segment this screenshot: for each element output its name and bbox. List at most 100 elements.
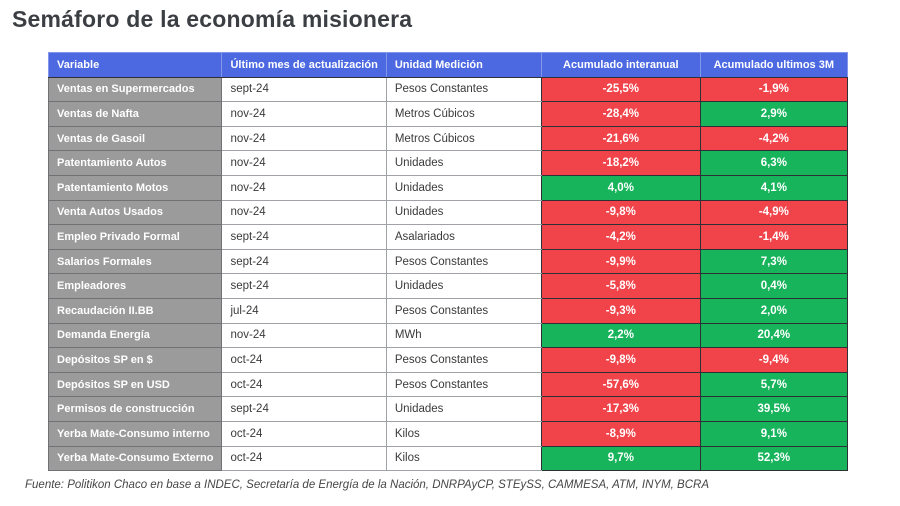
table-row: Ventas de Gasoil nov-24 Metros Cúbicos -21,… [47,125,848,152]
ultimos-3m-value-cell: 7,3% [699,248,848,275]
page-title: Semáforo de la economía misionera [12,6,413,32]
month-cell: oct-24 [221,445,387,472]
table-row: Demanda Energía nov-24 MWh 2,2% 20,4% [47,322,848,349]
interanual-value-cell: 4,0% [540,174,701,201]
variable-cell: Demanda Energía [47,322,223,349]
table-row: Empleadores sept-24 Unidades -5,8% 0,4% [47,273,848,299]
table-row: Permisos de construcción sept-24 Unidades -… [47,396,848,422]
column-header-variable: Variable [47,52,223,78]
ultimos-3m-value-cell: 2,0% [699,297,848,324]
month-cell: sept-24 [221,396,387,422]
variable-cell: Ventas de Nafta [47,101,223,127]
table-row: Ventas en Supermercados sept-24 Pesos Cons… [47,76,848,103]
unit-cell: Unidades [385,199,542,226]
semaforo-table: Variable Último mes de actualización Uni… [47,52,848,472]
variable-cell: Yerba Mate-Consumo interno [47,420,223,447]
month-cell: oct-24 [221,371,387,398]
interanual-value-cell: -9,3% [540,297,701,324]
month-cell: nov-24 [221,150,387,176]
ultimos-3m-value-cell: 4,1% [699,174,848,201]
ultimos-3m-value-cell: -4,9% [699,199,848,226]
interanual-value-cell: -28,4% [540,101,701,127]
interanual-value-cell: -21,6% [540,125,701,152]
month-cell: jul-24 [221,297,387,324]
table-row: Patentamiento Motos nov-24 Unidades 4,0% 4,1… [47,174,848,201]
table-row: Salarios Formales sept-24 Pesos Constantes… [47,248,848,275]
table-row: Yerba Mate-Consumo Externo oct-24 Kilos 9,7… [47,445,848,472]
interanual-value-cell: -4,2% [540,224,701,250]
variable-cell: Yerba Mate-Consumo Externo [47,445,223,472]
column-header-acumulado-interanual: Acumulado interanual [540,52,701,78]
unit-cell: Metros Cúbicos [385,101,542,127]
table-body: Ventas en Supermercados sept-24 Pesos Cons… [47,76,848,472]
ultimos-3m-value-cell: -4,2% [699,125,848,152]
column-header-acumulado-ultimos-3m: Acumulado ultimos 3M [699,52,848,78]
table-row: Recaudación II.BB jul-24 Pesos Constantes -… [47,297,848,324]
variable-cell: Venta Autos Usados [47,199,223,226]
unit-cell: MWh [385,322,542,349]
unit-cell: Unidades [385,150,542,176]
unit-cell: Kilos [385,445,542,472]
ultimos-3m-value-cell: 5,7% [699,371,848,398]
unit-cell: Pesos Constantes [385,297,542,324]
unit-cell: Asalariados [385,224,542,250]
variable-cell: Depósitos SP en USD [47,371,223,398]
table-header-row: Variable Último mes de actualización Uni… [47,52,848,78]
variable-cell: Recaudación II.BB [47,297,223,324]
month-cell: sept-24 [221,248,387,275]
unit-cell: Unidades [385,174,542,201]
variable-cell: Permisos de construcción [47,396,223,422]
month-cell: oct-24 [221,347,387,373]
ultimos-3m-value-cell: 20,4% [699,322,848,349]
interanual-value-cell: -25,5% [540,76,701,103]
column-header-unidad-medicion: Unidad Medición [385,52,542,78]
column-header-ultimo-mes: Último mes de actualización [221,52,387,78]
table-row: Yerba Mate-Consumo interno oct-24 Kilos -8,… [47,420,848,447]
month-cell: nov-24 [221,125,387,152]
month-cell: sept-24 [221,273,387,299]
ultimos-3m-value-cell: -9,4% [699,347,848,373]
month-cell: nov-24 [221,322,387,349]
month-cell: nov-24 [221,199,387,226]
month-cell: sept-24 [221,224,387,250]
interanual-value-cell: -9,8% [540,199,701,226]
interanual-value-cell: -9,9% [540,248,701,275]
ultimos-3m-value-cell: 6,3% [699,150,848,176]
variable-cell: Empleadores [47,273,223,299]
variable-cell: Ventas de Gasoil [47,125,223,152]
table-row: Empleo Privado Formal sept-24 Asalariados -… [47,224,848,250]
variable-cell: Salarios Formales [47,248,223,275]
variable-cell: Patentamiento Motos [47,174,223,201]
table-row: Ventas de Nafta nov-24 Metros Cúbicos -28,4… [47,101,848,127]
ultimos-3m-value-cell: 2,9% [699,101,848,127]
interanual-value-cell: 2,2% [540,322,701,349]
table-row: Depósitos SP en USD oct-24 Pesos Constante… [47,371,848,398]
ultimos-3m-value-cell: -1,4% [699,224,848,250]
table-row: Patentamiento Autos nov-24 Unidades -18,2% 6… [47,150,848,176]
ultimos-3m-value-cell: 9,1% [699,420,848,447]
variable-cell: Patentamiento Autos [47,150,223,176]
unit-cell: Pesos Constantes [385,371,542,398]
unit-cell: Pesos Constantes [385,248,542,275]
interanual-value-cell: 9,7% [540,445,701,472]
table-row: Venta Autos Usados nov-24 Unidades -9,8% -4,… [47,199,848,226]
unit-cell: Pesos Constantes [385,347,542,373]
ultimos-3m-value-cell: 39,5% [699,396,848,422]
variable-cell: Empleo Privado Formal [47,224,223,250]
month-cell: nov-24 [221,174,387,201]
interanual-value-cell: -57,6% [540,371,701,398]
unit-cell: Pesos Constantes [385,76,542,103]
unit-cell: Unidades [385,396,542,422]
ultimos-3m-value-cell: 0,4% [699,273,848,299]
source-note: Fuente: Politikon Chaco en base a INDEC,… [25,479,709,491]
interanual-value-cell: -9,8% [540,347,701,373]
interanual-value-cell: -18,2% [540,150,701,176]
ultimos-3m-value-cell: 52,3% [699,445,848,472]
month-cell: oct-24 [221,420,387,447]
variable-cell: Depósitos SP en $ [47,347,223,373]
interanual-value-cell: -5,8% [540,273,701,299]
interanual-value-cell: -8,9% [540,420,701,447]
table-row: Depósitos SP en $ oct-24 Pesos Constantes -… [47,347,848,373]
unit-cell: Metros Cúbicos [385,125,542,152]
unit-cell: Unidades [385,273,542,299]
